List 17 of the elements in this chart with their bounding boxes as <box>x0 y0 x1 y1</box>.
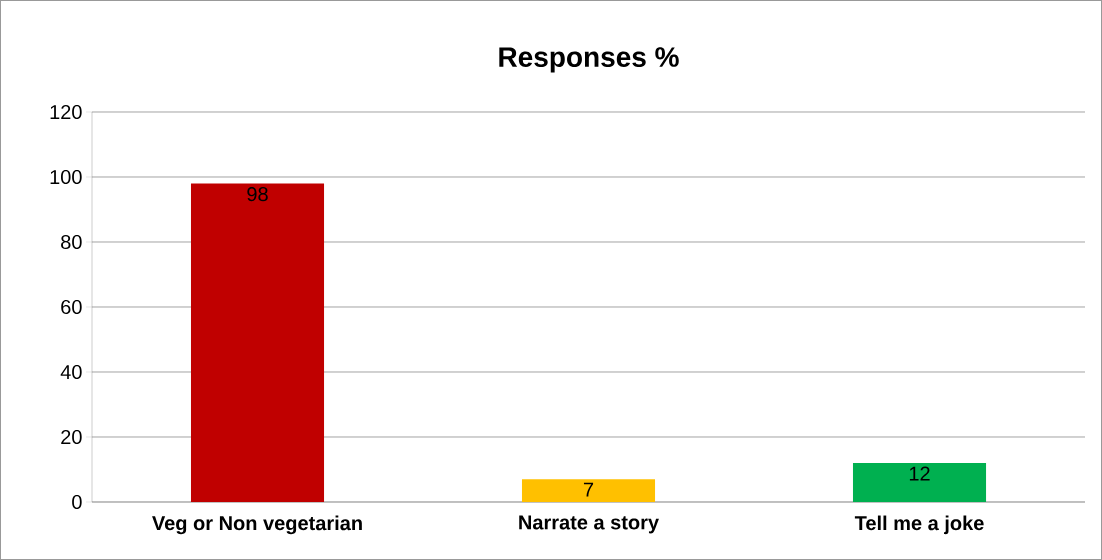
data-label: 12 <box>909 466 930 481</box>
data-label: 98 <box>247 187 268 202</box>
data-label: 7 <box>583 482 594 497</box>
x-tick-label: Narrate a story <box>519 515 659 534</box>
y-tick-label: 0 <box>72 494 82 510</box>
x-tick-label: Veg or Non vegetarian <box>152 515 362 535</box>
y-tick-label: 100 <box>50 169 82 185</box>
y-tick-label: 20 <box>61 429 82 445</box>
chart-title: Responses % <box>499 47 679 73</box>
bar <box>521 479 656 502</box>
bar <box>190 183 325 502</box>
bar <box>852 463 987 502</box>
y-tick-label: 80 <box>61 234 82 250</box>
x-tick-label: Tell me a joke <box>854 515 984 535</box>
y-tick-label: 60 <box>61 299 82 315</box>
y-tick-label: 40 <box>60 364 82 380</box>
y-tick-label: 120 <box>50 104 82 120</box>
